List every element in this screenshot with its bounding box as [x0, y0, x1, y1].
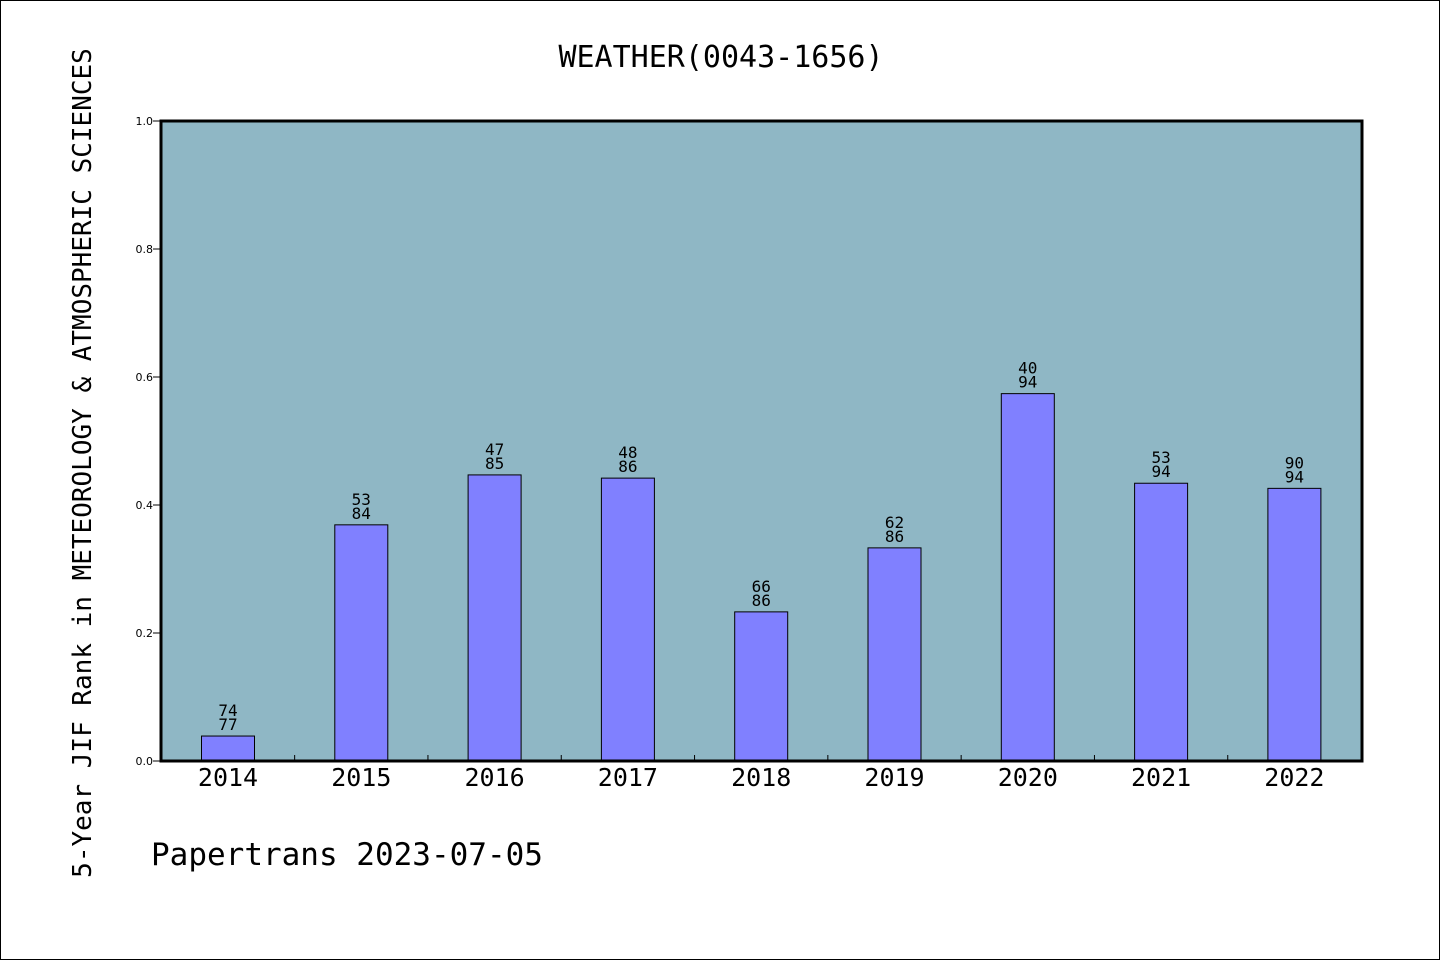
chart-title: WEATHER(0043-1656): [558, 40, 883, 75]
bar-rank-label: 53: [1151, 448, 1170, 467]
bar-total-label: 77: [218, 715, 237, 734]
bar-rank-label: 66: [752, 577, 771, 596]
bar-total-label: 94: [1151, 462, 1170, 481]
x-tick-label: 2015: [331, 763, 391, 792]
bar-total-label: 86: [618, 457, 637, 476]
bar-rank-label: 74: [218, 701, 237, 720]
y-tick-label: 0.4: [136, 499, 154, 512]
bar-2016: [467, 474, 522, 762]
bar-total-label: 94: [1018, 373, 1037, 392]
y-tick-label: 0.8: [136, 243, 154, 256]
y-axis: 0.0 0.2 0.4 0.6 0.8 1.0: [136, 115, 161, 768]
bar-rank-label: 47: [485, 440, 504, 459]
bar-total-label: 86: [885, 527, 904, 546]
y-axis-label: 5-Year JIF Rank in METEOROLOGY & ATMOSPH…: [68, 48, 98, 878]
bar-rank-label: 48: [618, 443, 637, 462]
bar-2019: [867, 547, 922, 762]
bar-rank-label: 62: [885, 513, 904, 532]
x-tick-label: 2022: [1264, 763, 1324, 792]
y-tick-label: 0.0: [136, 755, 154, 768]
bar-total-label: 85: [485, 454, 504, 473]
bar-rank-label: 53: [352, 490, 371, 509]
x-tick-label: 2017: [598, 763, 658, 792]
bar-total-label: 94: [1285, 467, 1304, 486]
y-tick-label: 1.0: [136, 115, 154, 128]
bar-series: [201, 393, 1322, 762]
x-tick-label: 2016: [464, 763, 524, 792]
bar-2020: [1000, 393, 1055, 762]
x-tick-label: 2021: [1131, 763, 1191, 792]
x-tick-label: 2018: [731, 763, 791, 792]
x-tick-label: 2014: [198, 763, 258, 792]
y-tick-label: 0.6: [136, 371, 154, 384]
bar-2022: [1267, 487, 1322, 762]
bar-2014: [201, 735, 255, 762]
footer-credit: Papertrans 2023-07-05: [151, 837, 543, 873]
x-tick-label: 2020: [998, 763, 1058, 792]
bar-total-label: 86: [752, 591, 771, 610]
plot-border: [159, 119, 1364, 763]
bar-2021: [1134, 482, 1189, 762]
bar-2015: [334, 524, 389, 762]
bar-rank-label: 40: [1018, 359, 1037, 378]
bar-total-label: 84: [352, 504, 371, 523]
bar-rank-label: 90: [1285, 453, 1304, 472]
x-axis: 2014 2015 2016 2017 2018 2019 2020 2021 2022: [198, 755, 1325, 792]
y-tick-label: 0.2: [136, 627, 154, 640]
x-tick-label: 2019: [864, 763, 924, 792]
bar-2017: [600, 477, 655, 762]
bar-2018: [734, 611, 789, 762]
